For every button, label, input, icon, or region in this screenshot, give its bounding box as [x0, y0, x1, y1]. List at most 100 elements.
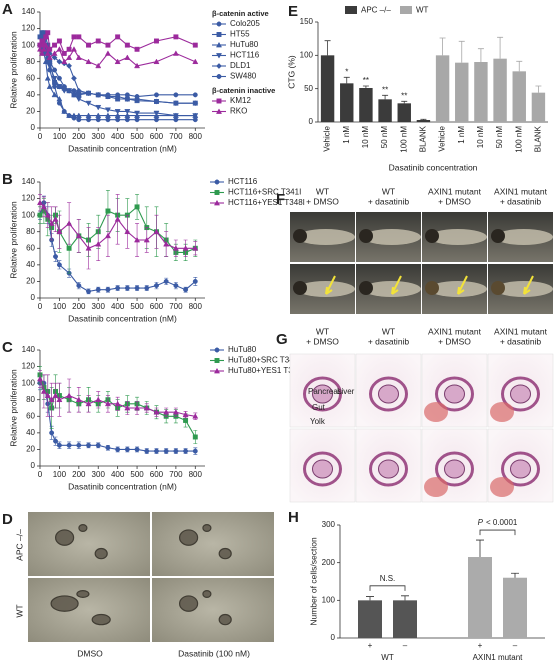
- column-label: WT: [316, 326, 329, 336]
- legend-swatch: [400, 6, 412, 14]
- tissue: [369, 451, 408, 487]
- point: [38, 50, 45, 56]
- legend-heading: β-catenin inactive: [212, 86, 275, 95]
- tissue: [510, 459, 531, 479]
- row-label: APC –/–: [14, 529, 24, 561]
- point: [95, 62, 102, 69]
- column-label: + dasatinib: [368, 336, 410, 346]
- y-tick-label: 60: [26, 73, 35, 82]
- point: [153, 98, 160, 105]
- x-tick-label: –: [403, 641, 408, 650]
- point: [173, 283, 179, 289]
- point: [163, 241, 170, 247]
- column-label: Dasatinib (100 nM): [178, 648, 250, 658]
- x-tick-label: 0: [38, 302, 43, 311]
- point: [70, 46, 77, 52]
- column-label: + DMSO: [438, 196, 471, 206]
- point: [172, 50, 179, 56]
- point: [95, 104, 102, 111]
- y-tick-label: 0: [31, 293, 36, 302]
- x-tick-label: 600: [150, 302, 164, 311]
- bar: [493, 58, 507, 122]
- point: [56, 84, 63, 90]
- point: [40, 203, 47, 210]
- panel-letter: F: [276, 191, 285, 208]
- tissue: [510, 384, 531, 404]
- point: [192, 448, 198, 454]
- point: [47, 46, 53, 52]
- point: [37, 212, 43, 218]
- point: [163, 278, 169, 284]
- legend-label: HuTu80: [228, 345, 257, 354]
- point: [66, 46, 72, 52]
- legend-swatch: [345, 6, 357, 14]
- point: [86, 42, 91, 48]
- legend-label: APC –/–: [361, 6, 391, 15]
- x-tick-label: 300: [92, 302, 106, 311]
- legend-label: HCT116+SRC T341I: [228, 188, 301, 197]
- point: [114, 109, 121, 115]
- point: [134, 46, 140, 52]
- point: [66, 442, 72, 448]
- significance-label: **: [401, 91, 407, 100]
- point: [56, 46, 63, 52]
- point: [76, 34, 82, 40]
- x-tick-label: 300: [92, 132, 106, 141]
- point: [76, 283, 82, 289]
- point: [42, 58, 49, 65]
- point: [52, 216, 59, 222]
- error-bar: [476, 539, 484, 558]
- legend-marker: [216, 21, 222, 27]
- y-axis-title: Number of cells/section: [308, 537, 318, 626]
- bar: [320, 55, 335, 123]
- y-tick-label: 140: [22, 7, 36, 16]
- point: [104, 107, 111, 113]
- y-tick-label: 100: [22, 378, 36, 387]
- embryo: [296, 229, 355, 245]
- point: [154, 448, 159, 454]
- point: [153, 58, 160, 65]
- y-axis-title: Relative proliferation: [8, 369, 18, 447]
- legend-label: HT55: [230, 30, 250, 39]
- significance-label: **: [382, 85, 388, 94]
- x-tick-label: BLANK: [419, 125, 428, 152]
- panel-letter: G: [276, 331, 288, 348]
- point: [44, 212, 51, 218]
- point: [52, 67, 58, 73]
- bar: [468, 557, 492, 638]
- point: [39, 38, 45, 44]
- point: [192, 413, 199, 419]
- point: [192, 92, 198, 98]
- point: [114, 400, 121, 407]
- point: [115, 117, 121, 123]
- panel-letter: E: [288, 3, 298, 20]
- organoid: [94, 547, 108, 560]
- group-label: WT: [381, 653, 394, 662]
- bar: [359, 88, 373, 122]
- point: [44, 75, 51, 81]
- y-tick-label: 120: [22, 362, 36, 371]
- point: [53, 254, 58, 260]
- point: [56, 442, 62, 448]
- column-label: AXIN1 mutant: [428, 186, 482, 196]
- embryo: [362, 229, 421, 245]
- point: [44, 392, 51, 398]
- point: [172, 100, 179, 107]
- group-label: AXIN1 mutant: [473, 653, 524, 662]
- point: [46, 54, 53, 60]
- point: [192, 113, 199, 119]
- point: [85, 58, 92, 65]
- point: [75, 396, 82, 403]
- point: [134, 117, 140, 123]
- x-tick-label: 600: [150, 132, 164, 141]
- point: [56, 396, 63, 403]
- point: [56, 262, 62, 268]
- point: [48, 220, 55, 226]
- panel-letter: B: [2, 171, 13, 188]
- bar: [397, 103, 411, 122]
- y-axis-title: Relative proliferation: [8, 201, 18, 279]
- x-tick-label: 0: [38, 132, 43, 141]
- annotation: Gut: [312, 403, 326, 412]
- tissue: [490, 477, 514, 497]
